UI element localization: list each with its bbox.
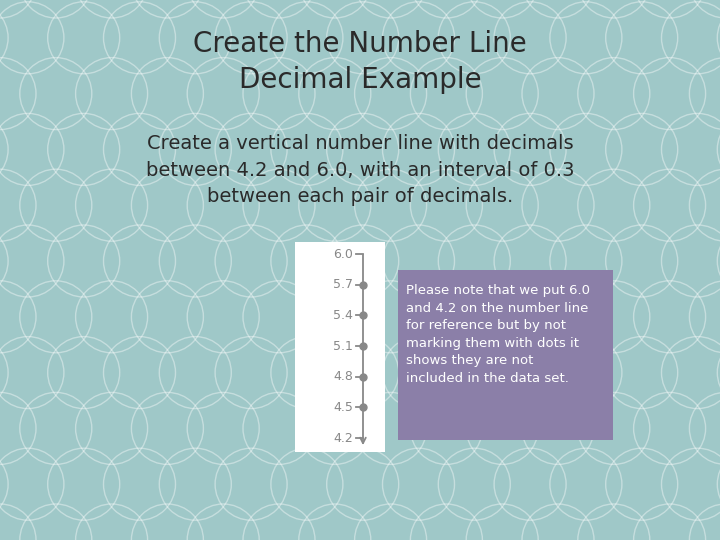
FancyBboxPatch shape [295, 242, 385, 452]
Text: Create a vertical number line with decimals
between 4.2 and 6.0, with an interva: Create a vertical number line with decim… [145, 134, 575, 206]
FancyBboxPatch shape [398, 270, 613, 440]
Text: Please note that we put 6.0
and 4.2 on the number line
for reference but by not
: Please note that we put 6.0 and 4.2 on t… [406, 284, 590, 384]
Text: 4.2: 4.2 [333, 431, 353, 444]
Text: 5.1: 5.1 [333, 340, 353, 353]
Text: 4.8: 4.8 [333, 370, 353, 383]
Text: Create the Number Line
Decimal Example: Create the Number Line Decimal Example [193, 30, 527, 94]
Text: 4.5: 4.5 [333, 401, 353, 414]
Text: 5.7: 5.7 [333, 278, 353, 291]
Text: 5.4: 5.4 [333, 309, 353, 322]
Text: 6.0: 6.0 [333, 247, 353, 260]
